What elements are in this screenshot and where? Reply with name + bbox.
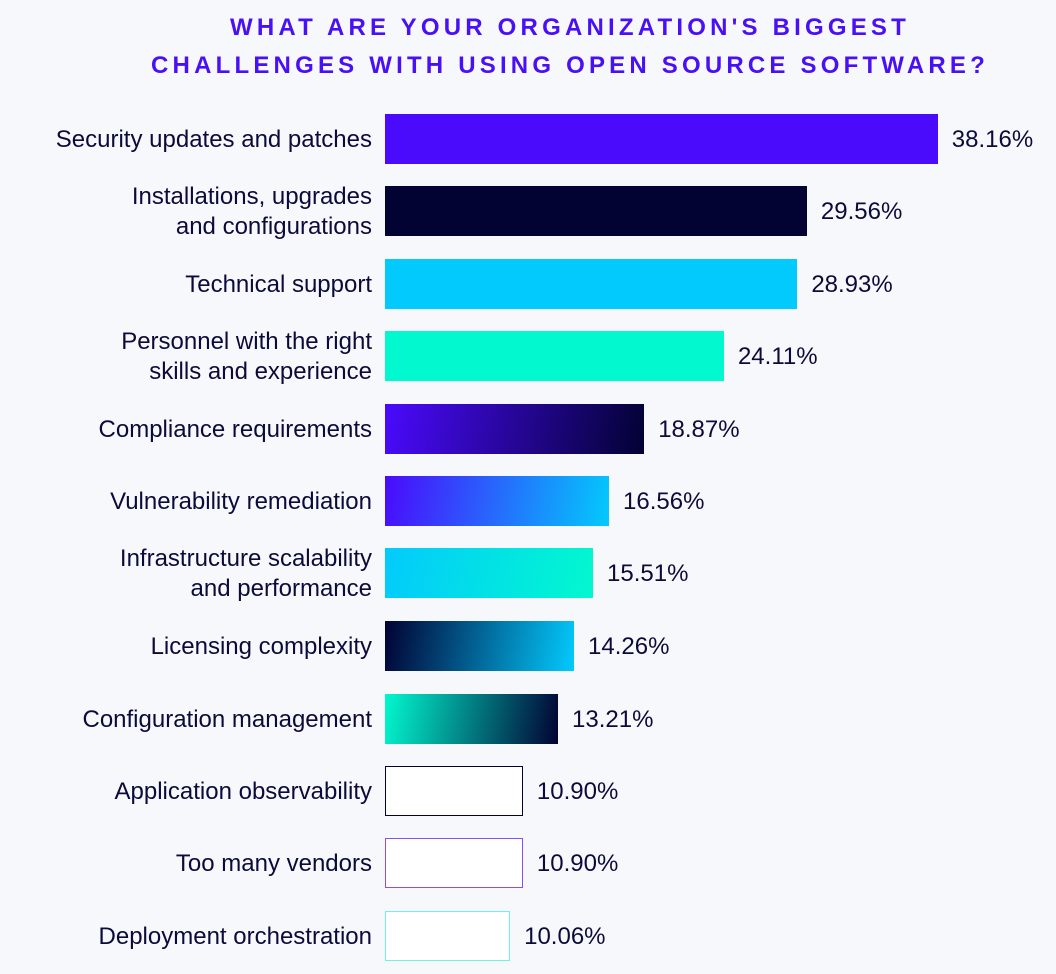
- value-label: 16.56%: [623, 488, 705, 515]
- bar: [385, 766, 523, 816]
- bar-row: Application observability 10.90%: [0, 766, 1056, 818]
- bar: [385, 404, 645, 454]
- bar-row: Too many vendors 10.90%: [0, 838, 1056, 890]
- category-label: Deployment orchestration: [98, 923, 372, 950]
- chart-title-line-1: WHAT ARE YOUR ORGANIZATION'S BIGGEST: [229, 14, 911, 41]
- category-label: Compliance requirements: [98, 416, 372, 443]
- bar-row: Installations, upgrades and configuratio…: [0, 183, 1056, 240]
- value-label: 38.16%: [951, 126, 1034, 153]
- bar-row: Deployment orchestration 10.06%: [0, 911, 1056, 963]
- category-label: Infrastructure scalability and performan…: [119, 545, 372, 602]
- bar: [385, 114, 938, 164]
- category-label: Configuration management: [82, 706, 372, 733]
- bar-row: Technical support 28.93%: [0, 259, 1056, 311]
- bar: [385, 911, 511, 961]
- value-label: 13.21%: [572, 706, 654, 733]
- bar: [385, 476, 610, 526]
- bar-row: Vulnerability remediation 16.56%: [0, 476, 1056, 528]
- bar-row: Infrastructure scalability and performan…: [0, 545, 1056, 602]
- category-label: Security updates and patches: [55, 126, 372, 153]
- bar: [385, 621, 575, 671]
- bar: [385, 259, 798, 309]
- value-label: 24.11%: [737, 343, 818, 370]
- bar-row: Personnel with the right skills and expe…: [0, 328, 1056, 385]
- bar-row: Configuration management 13.21%: [0, 694, 1056, 746]
- category-label: Too many vendors: [175, 850, 372, 877]
- category-label: Technical support: [185, 271, 372, 298]
- value-label: 10.90%: [536, 778, 619, 805]
- bar: [385, 331, 724, 381]
- category-label: Installations, upgrades and configuratio…: [131, 183, 372, 240]
- bar: [385, 694, 559, 744]
- bar-row: Licensing complexity 14.26%: [0, 621, 1056, 673]
- category-label: Personnel with the right skills and expe…: [121, 328, 372, 385]
- value-label: 18.87%: [658, 416, 740, 443]
- bar-row: Compliance requirements 18.87%: [0, 404, 1056, 456]
- value-label: 29.56%: [820, 198, 903, 225]
- category-label: Licensing complexity: [150, 633, 372, 660]
- bar: [385, 838, 523, 888]
- category-label: Vulnerability remediation: [110, 488, 372, 515]
- category-label: Application observability: [114, 778, 372, 805]
- bar: [385, 186, 807, 236]
- bar-row: Security updates and patches 38.16%: [0, 114, 1056, 166]
- value-label: 15.51%: [607, 560, 689, 587]
- bar: [385, 548, 594, 598]
- value-label: 28.93%: [811, 271, 893, 298]
- value-label: 10.06%: [524, 923, 606, 950]
- value-label: 14.26%: [588, 633, 670, 660]
- chart-title-line-2: CHALLENGES WITH USING OPEN SOURCE SOFTWA…: [151, 52, 989, 79]
- value-label: 10.90%: [536, 850, 619, 877]
